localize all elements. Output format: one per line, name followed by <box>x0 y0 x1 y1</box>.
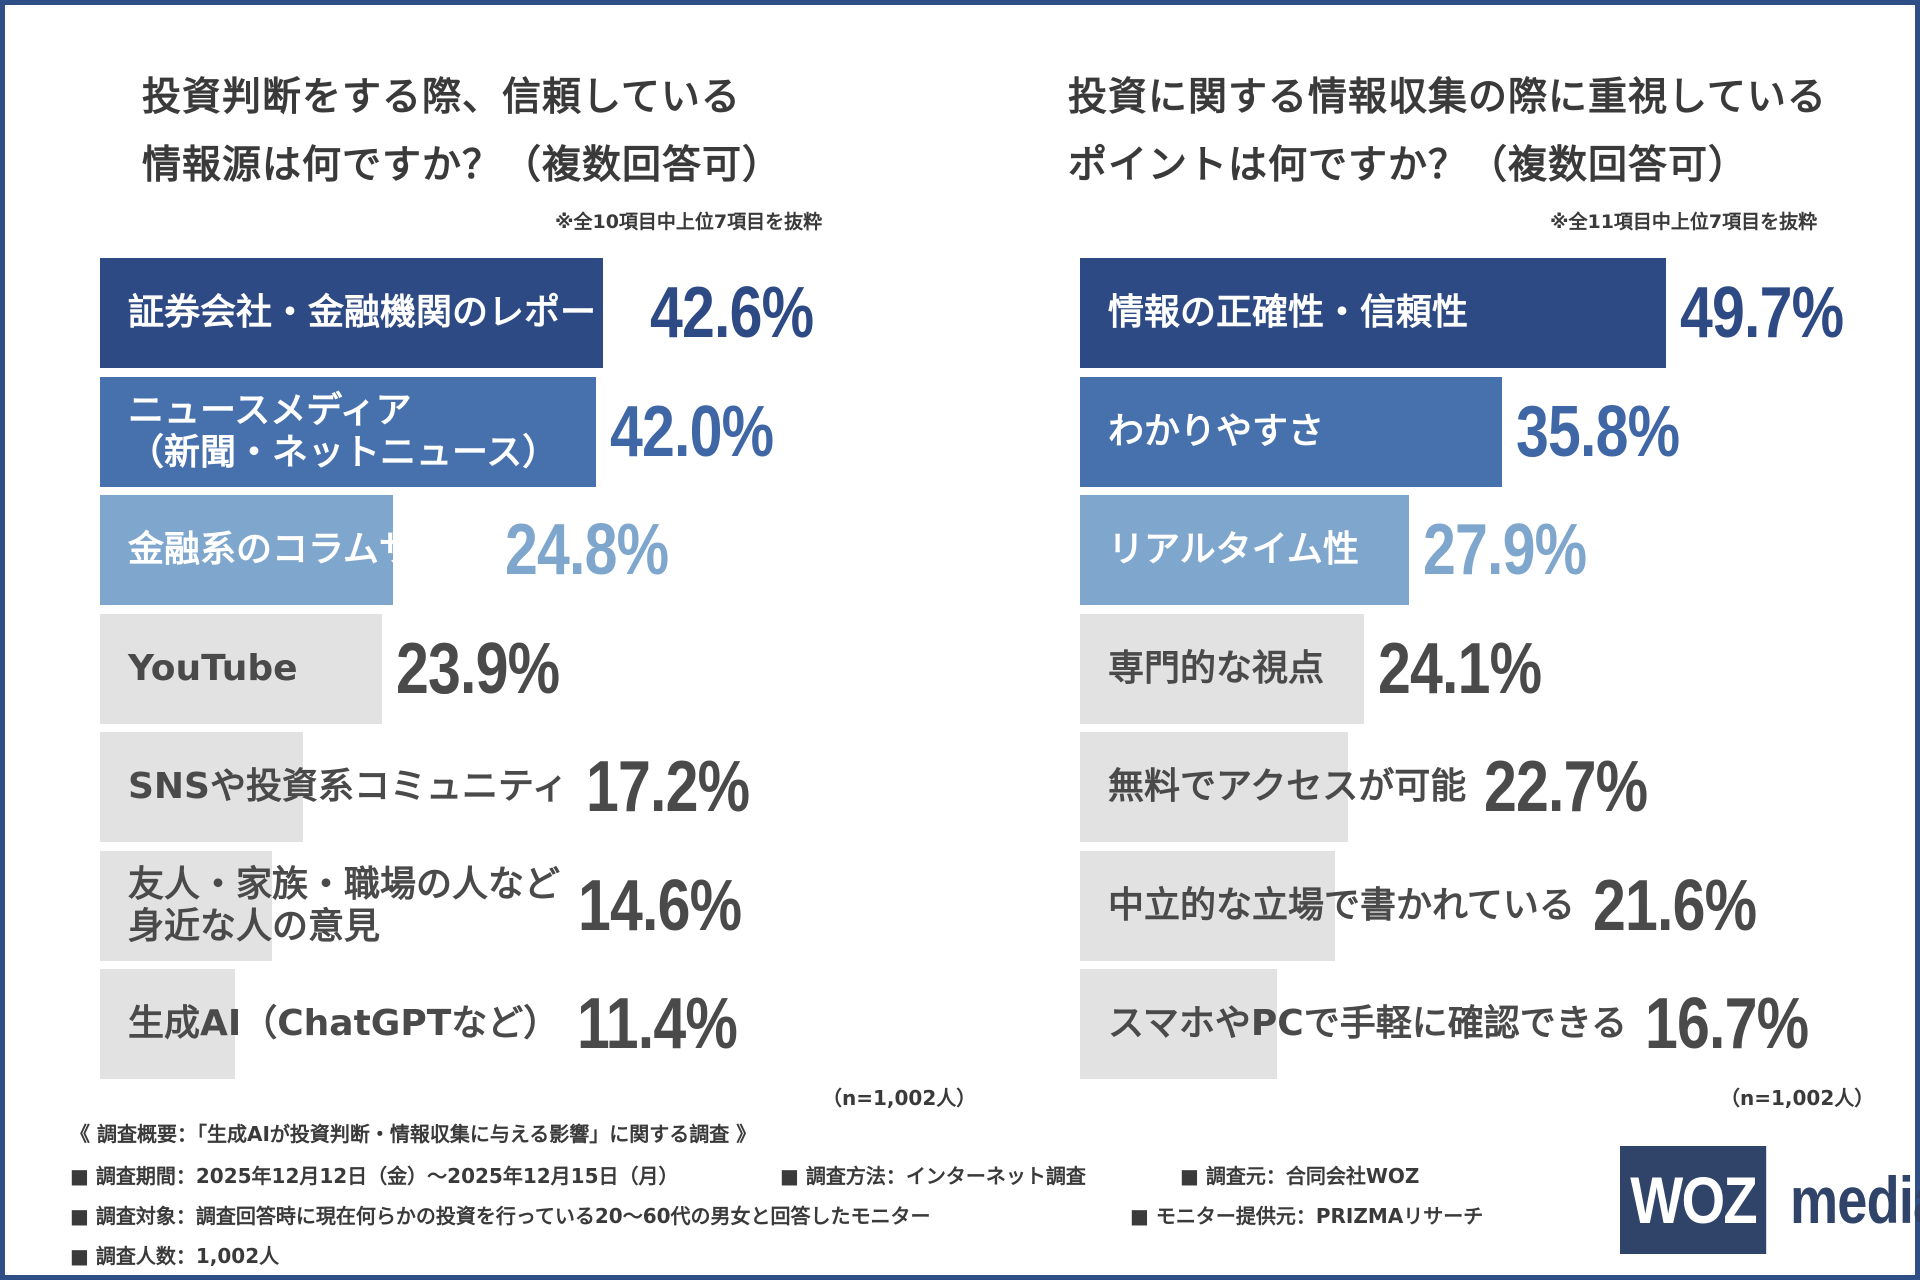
bar-1-0 <box>1080 258 1666 368</box>
bar-1-1 <box>1080 376 1502 487</box>
bar-0-5 <box>100 850 272 961</box>
bar-0-6 <box>100 969 235 1079</box>
chart-right-title-line2: ポイントは何ですか？（複数回答可） <box>1068 143 1749 188</box>
bar-label-1-1: わかりやすさ <box>1108 377 1324 487</box>
bar-label-0-0: 証券会社・金融機関のレポート <box>128 258 632 368</box>
bar-value-1-4: 22.7% <box>1484 747 1648 827</box>
chart-left-title-line1: 投資判断をする際、信頼している <box>142 75 741 120</box>
bar-label-0-5: 友人・家族・職場の人など 身近な人の意見 <box>128 851 560 961</box>
bar-value-1-5: 21.6% <box>1592 865 1757 946</box>
bar-value-0-6: 11.4% <box>577 984 738 1064</box>
bar-label-line: 情報の正確性・信頼性 <box>1108 292 1469 333</box>
bar-label-0-3: YouTube <box>128 614 298 724</box>
bar-value-0-3: 23.9% <box>396 628 560 709</box>
bar-label-line: SNSや投資系コミュニティ <box>128 766 568 807</box>
chart-right-title: 投資に関する情報収集の際に重視している ポイントは何ですか？（複数回答可） <box>1068 64 1827 200</box>
bar-label-line: 友人・家族・職場の人など <box>128 863 561 905</box>
bar-label-0-2: 金融系のコラムサイト <box>128 495 487 605</box>
logo-box: WOZ <box>1620 1146 1767 1254</box>
bar-value-1-3: 24.1% <box>1378 628 1542 709</box>
bar-label-line: （新聞・ネットニュース） <box>128 431 559 473</box>
bar-label-0-4: SNSや投資系コミュニティ <box>128 732 568 842</box>
bar-label-line: リアルタイム性 <box>1108 529 1359 570</box>
chart-right: 投資に関する情報収集の際に重視している ポイントは何ですか？（複数回答可） ※全… <box>1068 0 1920 1110</box>
chart-left: 投資判断をする際、信頼している 情報源は何ですか？（複数回答可） ※全10項目中… <box>100 0 1000 1110</box>
chart-right-note: ※全11項目中上位7項目を抜粋 <box>1550 211 1818 233</box>
footer-method: ■ 調査方法：インターネット調査 <box>780 1164 1086 1188</box>
bar-label-line: スマホやPCで手軽に確認できる <box>1108 1003 1628 1044</box>
bar-value-1-2: 27.9% <box>1423 510 1587 590</box>
bar-label-0-6: 生成AI（ChatGPTなど） <box>128 969 559 1079</box>
bar-value-0-2: 24.8% <box>504 510 669 590</box>
bar-0-2 <box>100 495 393 605</box>
bar-value-0-4: 17.2% <box>585 747 750 827</box>
bar-value-0-0: 42.6% <box>650 273 814 353</box>
chart-right-title-line1: 投資に関する情報収集の際に重視している <box>1068 75 1827 120</box>
logo-text: media <box>1789 1163 1920 1237</box>
bar-label-line: 金融系のコラムサイト <box>128 529 487 570</box>
bar-label-line: YouTube <box>128 647 298 689</box>
bar-label-1-0: 情報の正確性・信頼性 <box>1108 258 1468 368</box>
bar-value-1-0: 49.7% <box>1680 273 1844 353</box>
bar-0-1 <box>100 376 596 487</box>
bar-1-3 <box>1080 613 1364 724</box>
footer-period: ■ 調査期間：2025年12月12日（金）～2025年12月15日（月） <box>70 1164 679 1188</box>
bar-0-0 <box>100 258 603 368</box>
bar-label-line: 無料でアクセスが可能 <box>1108 766 1467 807</box>
woz-media-logo: WOZ media <box>1620 1145 1920 1255</box>
footer-source: ■ 調査元：合同会社WOZ <box>1180 1164 1420 1188</box>
footer-provider: ■ モニター提供元：PRIZMAリサーチ <box>1130 1204 1484 1228</box>
bar-value-0-5: 14.6% <box>578 865 742 946</box>
footer-count: ■ 調査人数：1,002人 <box>70 1244 280 1268</box>
bar-label-line: 中立的な立場で書かれている <box>1108 884 1575 926</box>
bar-label-line: ニュースメディア <box>128 389 412 431</box>
bar-1-2 <box>1080 495 1409 605</box>
chart-left-n-note: （n=1,002人） <box>822 1086 977 1110</box>
chart-right-n-note: （n=1,002人） <box>1720 1086 1875 1110</box>
bar-label-1-2: リアルタイム性 <box>1108 495 1359 605</box>
bar-label-0-1: ニュースメディア （新聞・ネットニュース） <box>128 377 558 487</box>
bar-label-line: 証券会社・金融機関のレポート <box>128 292 633 333</box>
chart-left-title-line2: 情報源は何ですか？（複数回答可） <box>142 143 783 188</box>
bar-value-1-6: 16.7% <box>1645 984 1809 1064</box>
bar-1-4 <box>1080 732 1348 842</box>
bar-value-1-1: 35.8% <box>1516 391 1680 472</box>
bar-label-line: 専門的な視点 <box>1108 647 1325 689</box>
bar-value-0-1: 42.0% <box>610 391 774 472</box>
bar-label-1-3: 専門的な視点 <box>1108 614 1324 724</box>
bar-1-6 <box>1080 969 1277 1079</box>
bar-label-line: 身近な人の意見 <box>128 905 381 947</box>
bar-0-4 <box>100 732 303 842</box>
bar-1-5 <box>1080 850 1335 961</box>
bar-label-line: わかりやすさ <box>1108 410 1325 452</box>
chart-left-title: 投資判断をする際、信頼している 情報源は何ですか？（複数回答可） <box>142 64 782 200</box>
bar-label-1-4: 無料でアクセスが可能 <box>1108 732 1466 842</box>
footer-heading: 《 調査概要：「生成AIが投資判断・情報収集に与える影響」に関する調査 》 <box>70 1122 757 1146</box>
bar-0-3 <box>100 613 382 724</box>
chart-left-note: ※全10項目中上位7項目を抜粋 <box>555 211 823 233</box>
bar-label-1-6: スマホやPCで手軽に確認できる <box>1108 969 1627 1079</box>
bar-label-line: 生成AI（ChatGPTなど） <box>128 1003 560 1044</box>
bar-label-1-5: 中立的な立場で書かれている <box>1108 851 1575 961</box>
footer-target: ■ 調査対象：調査回答時に現在何らかの投資を行っている20～60代の男女と回答し… <box>70 1204 931 1228</box>
